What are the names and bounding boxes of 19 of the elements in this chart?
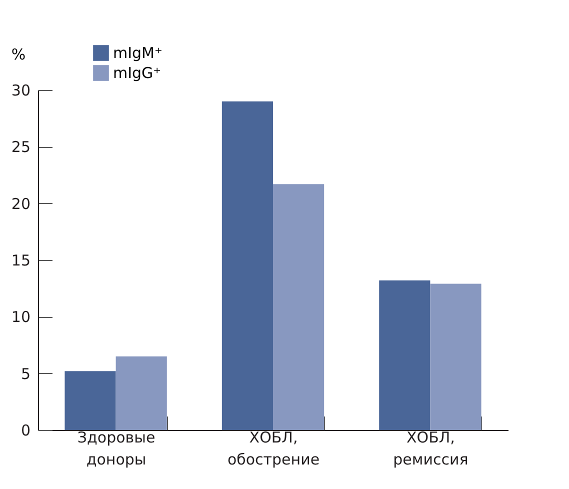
bar — [430, 284, 482, 430]
y-tick-label: 15 — [11, 252, 30, 270]
bar — [222, 101, 273, 430]
y-axis-title: % — [11, 46, 26, 64]
bar — [64, 371, 116, 430]
y-tick-label: 25 — [11, 138, 30, 156]
x-tick-label: Здоровые доноры — [77, 428, 156, 468]
y-tick-label: 5 — [20, 364, 30, 383]
y-tick-label: 0 — [20, 422, 30, 440]
legend-label: mIgM⁺ — [113, 44, 162, 62]
y-tick-label: 10 — [11, 308, 30, 326]
x-tick-label: ХОБЛ, обострение — [227, 428, 320, 468]
bar — [273, 184, 324, 430]
legend-label: mIgG⁺ — [113, 64, 162, 82]
y-tick-label: 30 — [11, 82, 30, 100]
x-tick-label: ХОБЛ, ремиссия — [393, 428, 468, 468]
y-tick-label: 20 — [11, 194, 30, 213]
bar — [116, 356, 167, 430]
bar — [379, 280, 430, 430]
